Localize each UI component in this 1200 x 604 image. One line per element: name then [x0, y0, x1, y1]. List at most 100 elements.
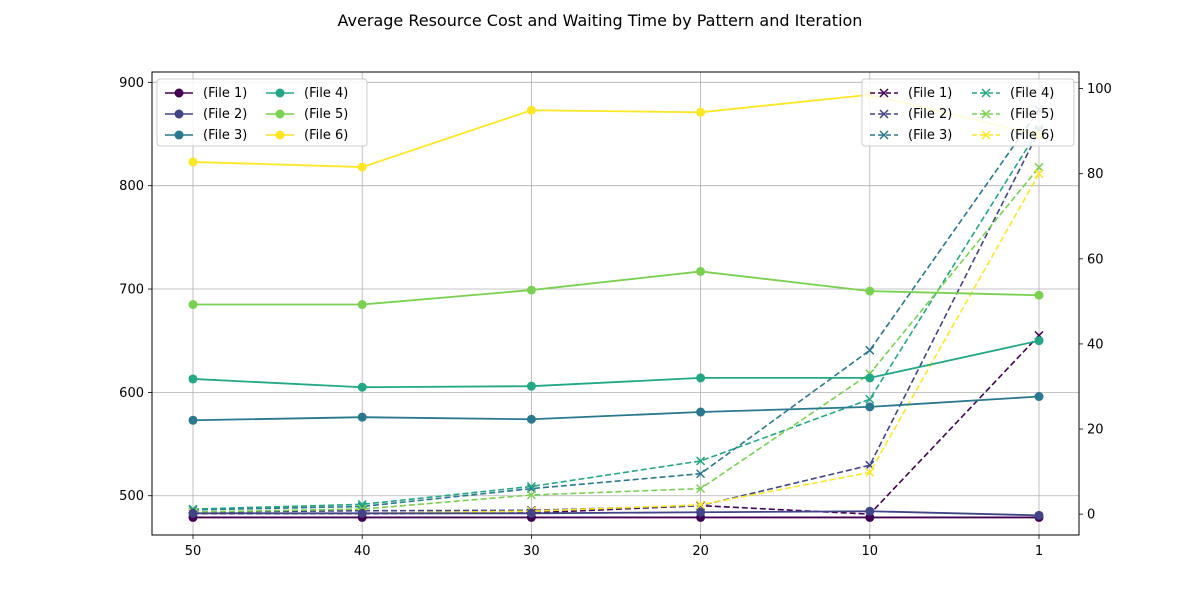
legend-waiting-time: (File 1) (File 2) (File 3) (File 4) (File 5)…: [861, 78, 1075, 147]
resource-cost-point: [696, 107, 706, 117]
resource-cost-point: [188, 300, 198, 310]
x-marker: [696, 500, 706, 510]
resource-cost-point: [357, 412, 367, 422]
waiting-time-line: [193, 173, 1040, 515]
x-marker: [696, 469, 706, 479]
legend-label: (File 1): [908, 86, 952, 101]
left-y-tick-label: 700: [119, 283, 144, 298]
x-marker-stroke: [981, 88, 991, 98]
resource-cost-point: [696, 407, 706, 417]
resource-cost-point: [526, 105, 536, 115]
resource-cost-point: [188, 157, 198, 167]
resource-cost-point: [696, 266, 706, 276]
waiting-time-line: [192, 166, 1040, 513]
resource-cost-point: [865, 402, 875, 412]
resource-cost-point: [188, 374, 198, 384]
resource-cost-line: [192, 339, 1040, 389]
x-marker-stroke: [865, 394, 875, 404]
plot-frame: [151, 71, 1080, 536]
x-marker: [981, 109, 991, 119]
legend-label: (File 5): [1010, 107, 1054, 122]
x-marker-stroke: [696, 500, 706, 510]
resource-cost-line: [193, 510, 1040, 517]
x-tick-label: 1: [1035, 544, 1043, 559]
x-marker: [865, 394, 875, 404]
x-marker-stroke: [865, 467, 875, 477]
right-y-tick-label: 20: [1087, 423, 1104, 438]
legend-resource-cost: (File 1) (File 2) (File 3) (File 4) (File 5)…: [156, 78, 368, 147]
legend-label: (File 1): [203, 86, 247, 101]
resource-cost-point: [1034, 290, 1044, 300]
resource-cost-point: [1034, 392, 1044, 402]
x-tick-label: 40: [354, 544, 371, 559]
legend-marker: [275, 109, 285, 119]
legend-label: (File 4): [1010, 86, 1054, 101]
x-marker: [1034, 169, 1044, 179]
resource-cost-line: [192, 395, 1040, 422]
waiting-time-line: [192, 109, 1040, 511]
x-tick-label: 10: [862, 544, 879, 559]
x-marker: [696, 484, 706, 494]
resource-cost-point: [526, 381, 536, 391]
x-tick-label: 30: [523, 544, 540, 559]
right-y-tick-label: 0: [1087, 508, 1095, 523]
resource-cost-point: [865, 373, 875, 383]
legend-marker: [174, 130, 184, 140]
x-marker-stroke: [696, 469, 706, 479]
left-y-tick-label: 900: [119, 76, 144, 91]
resource-cost-point: [865, 512, 875, 522]
resource-cost-point: [526, 508, 536, 518]
legend-marker: [174, 109, 184, 119]
waiting-time-line: [192, 128, 1040, 510]
waiting-time-line: [193, 334, 1040, 515]
x-marker-stroke: [865, 345, 875, 355]
x-marker: [879, 130, 889, 140]
legend-marker: [275, 130, 285, 140]
x-tick-label: 20: [692, 544, 709, 559]
x-marker-stroke: [981, 130, 991, 140]
resource-cost-point: [865, 506, 875, 516]
right-y-tick-label: 60: [1087, 252, 1104, 267]
x-marker-stroke: [526, 490, 536, 500]
legend-label: (File 3): [908, 128, 952, 143]
resource-cost-point: [526, 414, 536, 424]
legend-label: (File 4): [304, 86, 348, 101]
legend-label: (File 2): [203, 107, 247, 122]
legend-marker: [174, 88, 184, 98]
x-marker: [865, 345, 875, 355]
left-y-tick-label: 500: [119, 489, 144, 504]
resource-cost-line: [193, 270, 1040, 306]
axes: 50 40 30 20 10 1 500 600 700 800 900 0 20 40 60 80 100: [119, 76, 1112, 559]
resource-cost-point: [1034, 336, 1044, 346]
legend-box: [861, 78, 1075, 147]
right-y-tick-label: 80: [1087, 167, 1104, 182]
legend-label: (File 6): [1010, 128, 1054, 143]
resource-cost-point: [357, 162, 367, 172]
right-y-tick-label: 100: [1087, 82, 1112, 97]
left-y-tick-label: 800: [119, 179, 144, 194]
resource-cost-point: [188, 415, 198, 425]
resource-cost-point: [1034, 510, 1044, 520]
left-y-tick-label: 600: [119, 386, 144, 401]
x-marker-stroke: [696, 484, 706, 494]
legend-label: (File 3): [203, 128, 247, 143]
resource-cost-point: [696, 373, 706, 383]
x-marker-stroke: [879, 88, 889, 98]
x-marker: [879, 109, 889, 119]
resource-cost-point: [357, 300, 367, 310]
x-marker-stroke: [1034, 169, 1044, 179]
legend-marker: [275, 88, 285, 98]
resource-cost-point: [526, 285, 536, 295]
x-marker-stroke: [879, 130, 889, 140]
x-marker-stroke: [865, 460, 875, 470]
x-marker-stroke: [696, 456, 706, 466]
x-marker: [696, 456, 706, 466]
legend-label: (File 5): [304, 107, 348, 122]
series: [188, 90, 1044, 522]
x-tick-label: 50: [185, 544, 202, 559]
resource-cost-point: [865, 286, 875, 296]
resource-cost-point: [696, 507, 706, 517]
legend-label: (File 2): [908, 107, 952, 122]
x-marker-stroke: [981, 109, 991, 119]
